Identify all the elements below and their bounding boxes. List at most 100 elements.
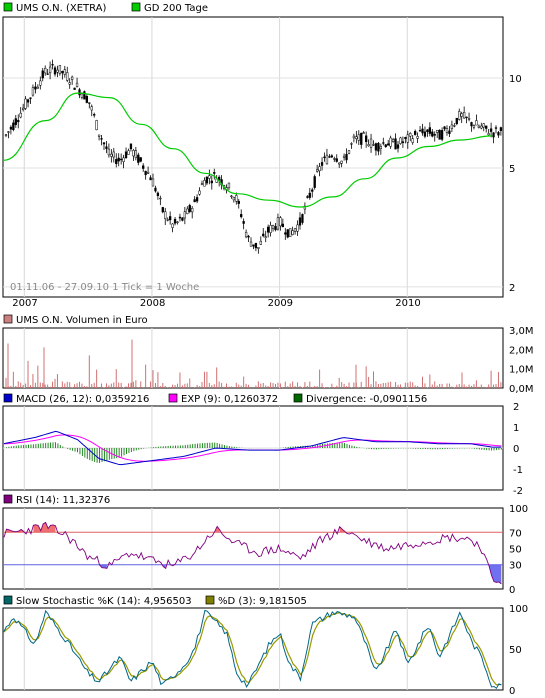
candle-body (259, 240, 262, 245)
legend-swatch (205, 595, 215, 605)
stoch-k-line (3, 609, 502, 690)
candle-body (213, 172, 216, 174)
y-tick-label: 100 (509, 504, 528, 515)
candle-body (14, 118, 17, 125)
candle-body (323, 156, 326, 159)
candle-body (149, 177, 152, 181)
volume-bars (5, 339, 502, 388)
y-tick-label: 2 (513, 402, 519, 413)
legend-label: RSI (14): 11,32376 (16, 495, 110, 506)
candle-body (144, 170, 147, 176)
y-tick-label: -1 (513, 465, 523, 476)
candle-body (164, 211, 167, 219)
legend-swatch (3, 393, 13, 403)
y-tick-label: 0 (509, 585, 515, 596)
rsi-panel (2, 507, 504, 590)
candle-body (433, 134, 436, 136)
candle-body (137, 154, 140, 163)
candle-body (200, 183, 204, 185)
candle-body (269, 225, 272, 233)
candle-body (257, 247, 260, 249)
candle-body (418, 130, 422, 132)
ma200-line (2, 92, 493, 208)
candle-body (289, 228, 292, 237)
x-tick-label: 2010 (395, 298, 420, 309)
candle-body (26, 99, 30, 103)
x-tick-label: 2007 (12, 298, 37, 309)
candle-body (142, 165, 145, 169)
candle-body (264, 236, 267, 238)
rsi-oversold-area (99, 564, 107, 569)
candle-body (262, 233, 265, 237)
x-tick-label: 2009 (268, 298, 293, 309)
candle-body (247, 235, 250, 238)
candle-body (440, 130, 444, 140)
candle-body (51, 64, 54, 66)
legend-swatch (131, 2, 141, 12)
candle-body (48, 66, 52, 74)
candle-body (183, 211, 186, 219)
y-tick-label: 0 (513, 444, 519, 455)
candle-body (34, 86, 37, 90)
candle-body (178, 216, 182, 219)
candle-body (318, 166, 321, 172)
x-tick-label: 2008 (140, 298, 165, 309)
candle-body (284, 232, 287, 235)
candle-body (387, 143, 390, 146)
candle-body (492, 132, 495, 138)
candle-body (357, 134, 360, 141)
candle-body (276, 217, 280, 230)
candle-body (394, 138, 397, 150)
candle-body (450, 124, 454, 129)
candle-body (203, 180, 206, 187)
candle-body (482, 123, 485, 128)
candle-body (316, 169, 319, 172)
candle-body (401, 141, 405, 144)
candle-body (117, 157, 120, 162)
candle-body (267, 226, 270, 233)
candle-body (134, 150, 137, 158)
candle-body (369, 138, 373, 148)
candle-body (161, 207, 164, 213)
candle-body (281, 223, 285, 228)
y-tick-label: 30 (509, 561, 522, 572)
candle-body (423, 131, 427, 137)
candle-body (377, 143, 380, 152)
candle-body (46, 73, 49, 75)
candle-body (78, 89, 81, 96)
candle-body (340, 160, 343, 164)
candle-body (63, 69, 66, 75)
candle-body (191, 208, 194, 213)
candle-body (396, 144, 400, 149)
period-label: 01.11.06 - 27.09.10 1 Tick = 1 Woche (10, 282, 199, 293)
legend-label: %D (3): 9,181505 (218, 596, 307, 607)
candle-body (22, 107, 25, 110)
candle-body (9, 126, 13, 130)
rsi-overbought-area (6, 529, 24, 533)
candle-body (210, 180, 213, 184)
candle-body (56, 69, 59, 73)
candle-body (460, 113, 463, 117)
candle-body (384, 144, 387, 147)
candle-body (159, 197, 162, 200)
candle-body (195, 197, 199, 202)
candle-body (467, 118, 471, 120)
candle-body (293, 228, 297, 232)
candle-body (465, 116, 468, 119)
candle-body (328, 156, 331, 158)
candle-body (169, 216, 172, 221)
candle-body (186, 208, 189, 214)
y-tick-label: 10 (509, 74, 522, 85)
candle-body (7, 131, 10, 133)
candle-body (438, 129, 441, 140)
candle-body (31, 87, 35, 96)
candle-body (29, 97, 32, 99)
y-tick-label: 50 (509, 645, 522, 656)
candle-body (286, 229, 289, 238)
candle-body (218, 176, 221, 181)
candles (4, 59, 503, 254)
y-tick-label: 2,0M (509, 345, 534, 356)
candle-body (237, 200, 240, 204)
rsi-overbought-area (214, 526, 220, 533)
